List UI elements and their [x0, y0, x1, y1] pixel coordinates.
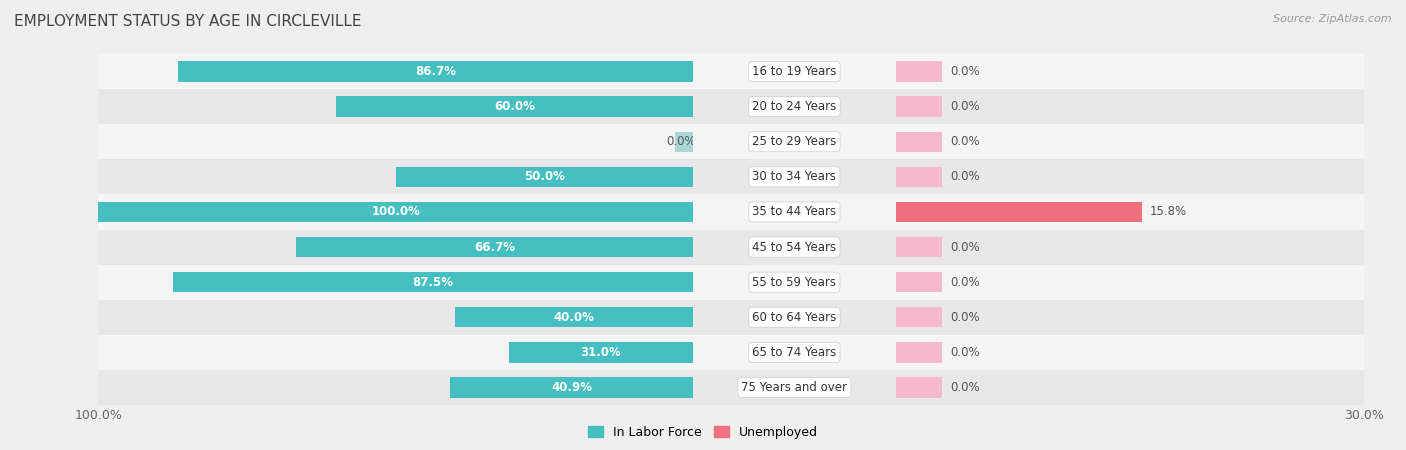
Bar — [0, 124, 1406, 159]
Text: 100.0%: 100.0% — [371, 206, 420, 218]
Text: 15.8%: 15.8% — [1150, 206, 1187, 218]
Text: 0.0%: 0.0% — [950, 171, 980, 183]
Text: 40.9%: 40.9% — [551, 381, 592, 394]
Bar — [0, 335, 1406, 370]
Bar — [509, 342, 693, 363]
Bar — [0, 124, 1406, 159]
Bar — [0, 335, 1406, 370]
Bar — [675, 131, 693, 152]
Bar — [0, 194, 1406, 230]
Bar — [0, 124, 1406, 159]
Text: 65 to 74 Years: 65 to 74 Years — [752, 346, 837, 359]
Bar — [0, 265, 1406, 300]
Bar — [0, 265, 1406, 300]
Text: 75 Years and over: 75 Years and over — [741, 381, 848, 394]
Bar — [0, 89, 1406, 124]
Text: 66.7%: 66.7% — [474, 241, 516, 253]
Bar — [896, 166, 942, 187]
Text: 0.0%: 0.0% — [950, 311, 980, 324]
Text: 20 to 24 Years: 20 to 24 Years — [752, 100, 837, 113]
Bar — [173, 272, 693, 292]
Text: 30 to 34 Years: 30 to 34 Years — [752, 171, 837, 183]
Text: 0.0%: 0.0% — [666, 135, 696, 148]
Text: 31.0%: 31.0% — [581, 346, 621, 359]
Bar — [450, 377, 693, 398]
Bar — [0, 54, 1406, 89]
Text: 25 to 29 Years: 25 to 29 Years — [752, 135, 837, 148]
Text: 60 to 64 Years: 60 to 64 Years — [752, 311, 837, 324]
Text: 45 to 54 Years: 45 to 54 Years — [752, 241, 837, 253]
Text: 55 to 59 Years: 55 to 59 Years — [752, 276, 837, 288]
Text: 50.0%: 50.0% — [524, 171, 565, 183]
Text: 0.0%: 0.0% — [950, 241, 980, 253]
Text: 35 to 44 Years: 35 to 44 Years — [752, 206, 837, 218]
Text: Source: ZipAtlas.com: Source: ZipAtlas.com — [1274, 14, 1392, 23]
Text: 86.7%: 86.7% — [415, 65, 456, 78]
Bar — [896, 96, 942, 117]
Bar — [0, 370, 1406, 405]
Bar — [0, 230, 1406, 265]
Bar — [896, 377, 942, 398]
Bar — [0, 370, 1406, 405]
Bar — [896, 61, 942, 82]
Bar — [0, 300, 1406, 335]
Bar — [0, 230, 1406, 265]
Bar — [396, 166, 693, 187]
Bar — [297, 237, 693, 257]
Text: 16 to 19 Years: 16 to 19 Years — [752, 65, 837, 78]
Bar — [896, 237, 942, 257]
Text: 40.0%: 40.0% — [554, 311, 595, 324]
Text: 0.0%: 0.0% — [950, 381, 980, 394]
Bar — [0, 89, 1406, 124]
Bar — [0, 194, 1406, 230]
Bar — [896, 342, 942, 363]
Bar — [0, 370, 1406, 405]
Bar — [0, 54, 1406, 89]
Legend: In Labor Force, Unemployed: In Labor Force, Unemployed — [583, 421, 823, 444]
Text: 0.0%: 0.0% — [950, 276, 980, 288]
Bar — [0, 159, 1406, 194]
Bar — [0, 54, 1406, 89]
Bar — [98, 202, 693, 222]
Bar — [0, 265, 1406, 300]
Bar — [456, 307, 693, 328]
Bar — [896, 307, 942, 328]
Bar — [896, 272, 942, 292]
Text: 0.0%: 0.0% — [950, 65, 980, 78]
Text: 60.0%: 60.0% — [495, 100, 536, 113]
Bar — [0, 159, 1406, 194]
Bar — [0, 300, 1406, 335]
Text: 0.0%: 0.0% — [950, 346, 980, 359]
Bar — [0, 300, 1406, 335]
Bar — [0, 194, 1406, 230]
Bar — [0, 89, 1406, 124]
Bar — [896, 131, 942, 152]
Text: EMPLOYMENT STATUS BY AGE IN CIRCLEVILLE: EMPLOYMENT STATUS BY AGE IN CIRCLEVILLE — [14, 14, 361, 28]
Text: 0.0%: 0.0% — [950, 100, 980, 113]
Bar — [0, 159, 1406, 194]
Text: 0.0%: 0.0% — [950, 135, 980, 148]
Bar — [0, 230, 1406, 265]
Bar — [177, 61, 693, 82]
Bar — [336, 96, 693, 117]
Bar — [0, 335, 1406, 370]
Bar — [896, 202, 1142, 222]
Text: 87.5%: 87.5% — [412, 276, 454, 288]
